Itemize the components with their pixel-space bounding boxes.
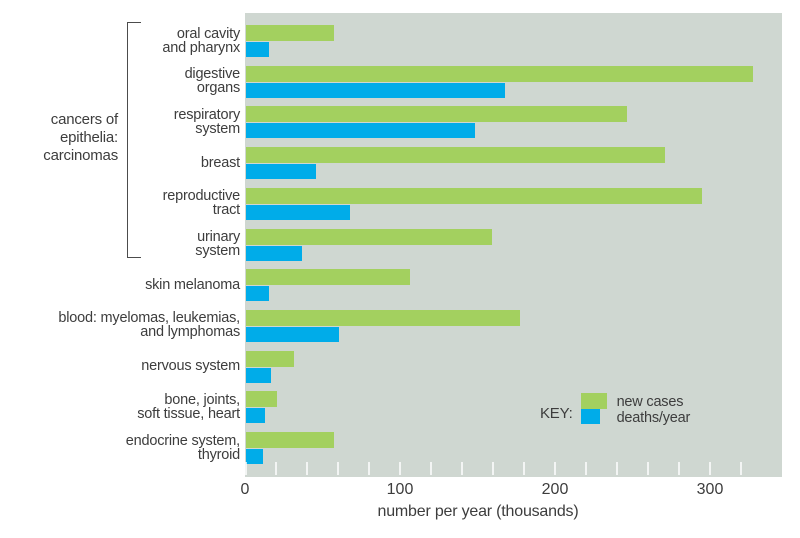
bar-new-cases-bone-joints-soft-tissue-heart [246, 391, 277, 408]
axis-tick-80 [368, 462, 370, 475]
legend: KEY: new cases deaths/year [540, 393, 690, 426]
category-label-endocrine-system-thyroid: endocrine system, thyroid [125, 432, 240, 463]
axis-tick-280 [678, 462, 680, 475]
legend-labels: new cases deaths/year [617, 394, 691, 426]
axis-tick-label-0: 0 [240, 481, 250, 498]
axis-tick-20 [275, 462, 277, 475]
bar-deaths-digestive-organs [246, 82, 505, 98]
deaths-swatch [580, 409, 600, 424]
axis-tick-140 [461, 462, 463, 475]
bar-deaths-skin-melanoma [246, 286, 270, 302]
category-label-skin-melanoma: skin melanoma [145, 276, 240, 293]
bar-new-cases-endocrine-system-thyroid [246, 432, 335, 448]
bar-new-cases-oral-cavity-and-pharynx [246, 25, 335, 41]
category-label-urinary-system: urinary system [195, 229, 240, 259]
bar-new-cases-digestive-organs [246, 65, 753, 82]
bar-new-cases-respiratory-system [246, 106, 628, 123]
bar-deaths-bone-joints-soft-tissue-heart [246, 408, 265, 424]
category-label-respiratory-system: respiratory system [173, 106, 240, 137]
new-cases-swatch [580, 393, 607, 409]
legend-new-cases-label: new cases [616, 394, 684, 410]
axis-tick-180 [523, 462, 525, 475]
legend-swatches [580, 393, 607, 426]
bar-deaths-nervous-system [246, 367, 271, 383]
category-label-reproductive-tract: reproductive tract [162, 188, 241, 219]
bar-new-cases-blood-myelomas-leukemias-and-lymphomas [246, 309, 521, 326]
category-label-bone-joints-soft-tissue-heart: bone, joints, soft tissue, heart [137, 391, 240, 422]
bar-new-cases-breast [246, 147, 665, 164]
legend-key-label: KEY: [540, 405, 573, 422]
carcinoma-group-label: cancers of epithelia: carcinomas [43, 111, 118, 164]
bar-new-cases-reproductive-tract [246, 187, 702, 204]
carcinoma-group-bracket [127, 22, 141, 258]
axis-tick-0 [245, 462, 247, 475]
category-label-nervous-system: nervous system [141, 358, 240, 375]
bar-new-cases-urinary-system [246, 228, 493, 245]
axis-tick-200 [554, 462, 556, 475]
axis-tick-220 [585, 462, 587, 475]
axis-tick-60 [337, 462, 339, 475]
legend-deaths-label: deaths/year [616, 410, 691, 426]
category-label-breast: breast [200, 154, 240, 171]
bar-deaths-breast [246, 164, 316, 180]
x-axis-title: number per year (thousands) [377, 503, 579, 520]
category-label-blood-myelomas-leukemias-and-lymphomas: blood: myelomas, leukemias, and lymphoma… [58, 310, 240, 341]
bar-new-cases-skin-melanoma [246, 269, 411, 286]
bar-deaths-blood-myelomas-leukemias-and-lymphomas [246, 326, 339, 342]
axis-tick-160 [492, 462, 494, 475]
bar-deaths-respiratory-system [246, 123, 476, 139]
bar-new-cases-nervous-system [246, 350, 295, 367]
category-label-digestive-organs: digestive organs [184, 66, 241, 97]
axis-tick-300 [709, 462, 711, 475]
axis-tick-240 [616, 462, 618, 475]
axis-tick-label-300: 300 [696, 481, 724, 498]
axis-tick-320 [740, 462, 742, 475]
axis-tick-100 [399, 462, 401, 475]
category-label-oral-cavity-and-pharynx: oral cavity and pharynx [162, 25, 240, 56]
plot-area [245, 13, 782, 477]
axis-tick-label-200: 200 [541, 481, 569, 498]
bar-deaths-endocrine-system-thyroid [246, 449, 264, 464]
bar-deaths-reproductive-tract [246, 204, 350, 220]
axis-tick-40 [306, 462, 308, 475]
axis-tick-label-100: 100 [386, 481, 414, 498]
bar-deaths-oral-cavity-and-pharynx [246, 42, 270, 57]
bar-deaths-urinary-system [246, 245, 302, 261]
axis-tick-120 [430, 462, 432, 475]
axis-tick-260 [647, 462, 649, 475]
